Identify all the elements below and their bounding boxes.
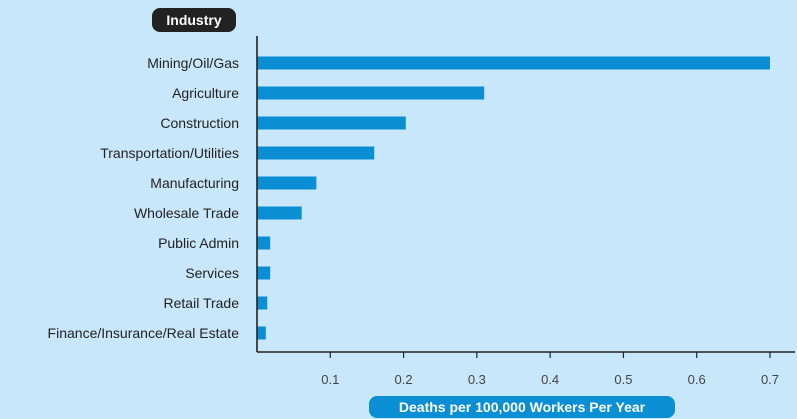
bar-mining-oil-gas (257, 56, 770, 70)
y-axis-label-text: Industry (166, 12, 221, 28)
y-axis-label: Industry (152, 8, 236, 32)
x-tick-label-0-6: 0.6 (688, 372, 706, 387)
bar-construction (257, 116, 406, 130)
x-tick-label-0-7: 0.7 (761, 372, 779, 387)
x-tick-label-0-2: 0.2 (395, 372, 413, 387)
category-label-services: Services (185, 265, 239, 281)
category-label-finance-insurance-real-estate: Finance/Insurance/Real Estate (48, 325, 240, 341)
x-axis-label-background (369, 396, 675, 418)
category-label-public-admin: Public Admin (158, 235, 239, 251)
category-label-construction: Construction (160, 115, 239, 131)
category-label-mining-oil-gas: Mining/Oil/Gas (147, 55, 239, 71)
bars-layer (257, 56, 770, 340)
category-label-transportation-utilities: Transportation/Utilities (100, 145, 239, 161)
category-labels: Mining/Oil/Gas Agriculture Construction Tra… (48, 55, 240, 341)
category-label-wholesale-trade: Wholesale Trade (134, 205, 239, 221)
x-tick-labels: 0.1 0.2 0.3 0.4 0.5 0.6 0.7 (321, 372, 779, 387)
category-label-agriculture: Agriculture (172, 85, 239, 101)
x-tick-label-0-5: 0.5 (614, 372, 632, 387)
x-axis-label-text: Deaths per 100,000 Workers Per Year (399, 399, 646, 415)
bar-public-admin (257, 236, 271, 250)
bar-retail-trade (257, 296, 268, 310)
axes-layer (256, 36, 795, 358)
x-tick-label-0-1: 0.1 (321, 372, 339, 387)
bar-agriculture (257, 86, 485, 100)
bar-services (257, 266, 271, 280)
category-label-retail-trade: Retail Trade (164, 295, 240, 311)
x-axis-label: Deaths per 100,000 Workers Per Year (369, 396, 675, 418)
category-label-manufacturing: Manufacturing (150, 175, 239, 191)
bar-manufacturing (257, 176, 317, 190)
x-tick-label-0-3: 0.3 (468, 372, 486, 387)
bar-wholesale-trade (257, 206, 302, 220)
x-tick-label-0-4: 0.4 (541, 372, 559, 387)
bar-transportation-utilities (257, 146, 375, 160)
bar-finance-insurance-real-estate (257, 326, 266, 340)
y-axis-label-background (152, 8, 236, 32)
